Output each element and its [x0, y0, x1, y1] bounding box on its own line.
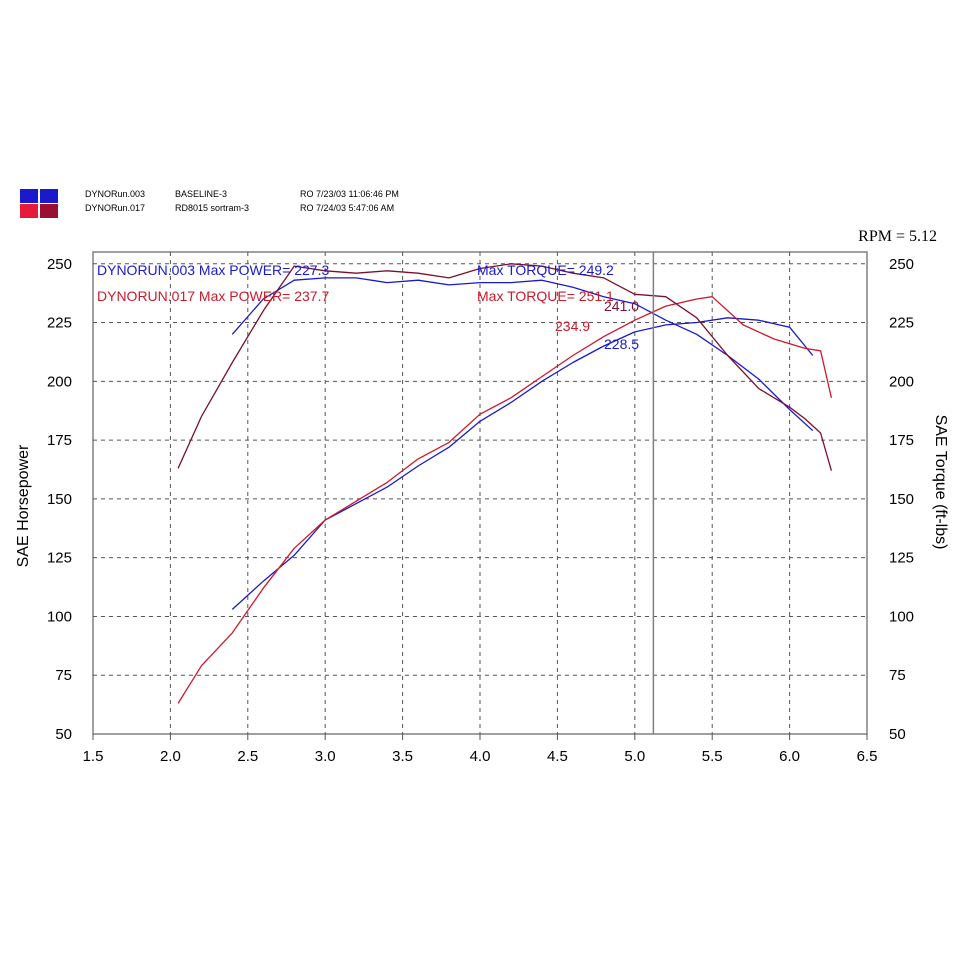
annotation-run017-torque: Max TORQUE= 251.1 — [477, 288, 614, 304]
series-line-3 — [177, 296, 833, 704]
y2-tick-label: 225 — [889, 315, 914, 332]
y2-tick-label: 125 — [889, 550, 914, 567]
annotation-value-234: 234.9 — [555, 318, 590, 334]
legend-desc-2: RD8015 sortram-3 — [175, 203, 249, 213]
x-tick-label: 4.5 — [547, 748, 568, 765]
y-tick-label: 125 — [47, 550, 72, 567]
rpm-readout: RPM = 5.12 — [858, 228, 937, 245]
legend-swatch-3 — [20, 204, 38, 218]
x-tick-label: 4.0 — [470, 748, 491, 765]
legend-desc-1: BASELINE-3 — [175, 189, 227, 199]
x-tick-label: 2.5 — [237, 748, 258, 765]
x-tick-label: 3.5 — [392, 748, 413, 765]
x-axis: 1.5 2.0 2.5 3.0 3.5 4.0 4.5 5.0 5.5 6.0 6.5 — [83, 734, 878, 765]
legend-info-1: RO 7/23/03 11:06:46 PM — [300, 189, 399, 199]
y-tick-label: 150 — [47, 491, 72, 508]
y2-tick-label: 250 — [889, 256, 914, 273]
y2-tick-label: 50 — [889, 726, 906, 743]
annotation-run003-power: DYNORUN.003 Max POWER= 227.3 — [97, 262, 329, 278]
legend-info-2: RO 7/24/03 5:47:06 AM — [300, 203, 394, 213]
y2-tick-label: 150 — [889, 491, 914, 508]
y-tick-label: 225 — [47, 315, 72, 332]
x-tick-label: 3.0 — [315, 748, 336, 765]
annotation-value-241: 241.0 — [604, 298, 639, 314]
y-tick-label: 50 — [55, 726, 72, 743]
grid — [93, 252, 867, 734]
series-group — [177, 263, 833, 704]
legend-swatch-4 — [40, 204, 58, 218]
annotations: DYNORUN.003 Max POWER= 227.3 Max TORQUE=… — [97, 262, 639, 352]
x-tick-label: 5.0 — [624, 748, 645, 765]
x-tick-label: 2.0 — [160, 748, 181, 765]
series-line-2 — [231, 277, 814, 432]
series-line-4 — [177, 263, 833, 471]
legend-run-1: DYNORun.003 — [85, 189, 145, 199]
y2-tick-label: 200 — [889, 373, 914, 390]
x-tick-label: 6.5 — [857, 748, 878, 765]
y-tick-label: 250 — [47, 256, 72, 273]
annotation-run003-torque: Max TORQUE= 249.2 — [477, 262, 614, 278]
y2-tick-label: 75 — [889, 667, 906, 684]
annotation-value-228: 228.5 — [604, 336, 639, 352]
x-tick-label: 5.5 — [702, 748, 723, 765]
y2-axis-title: SAE Torque (ft-lbs) — [932, 415, 949, 550]
y2-tick-label: 175 — [889, 432, 914, 449]
legend-run-2: DYNORun.017 — [85, 203, 145, 213]
y-axis-title: SAE Horsepower — [15, 444, 32, 567]
annotation-run017-power: DYNORUN.017 Max POWER= 237.7 — [97, 288, 329, 304]
y-tick-label: 75 — [55, 667, 72, 684]
legend-swatch-2 — [40, 189, 58, 203]
legend: DYNORun.003 BASELINE-3 RO 7/23/03 11:06:… — [20, 189, 399, 218]
y-axis-right: 50 75 100 125 150 175 200 225 250 — [889, 256, 914, 743]
y-axis-left: 50 75 100 125 150 175 200 225 250 — [47, 256, 72, 743]
y-tick-label: 175 — [47, 432, 72, 449]
legend-swatch-1 — [20, 189, 38, 203]
y-tick-label: 200 — [47, 373, 72, 390]
y-tick-label: 100 — [47, 608, 72, 625]
x-tick-label: 1.5 — [83, 748, 104, 765]
x-tick-label: 6.0 — [779, 748, 800, 765]
y2-tick-label: 100 — [889, 608, 914, 625]
